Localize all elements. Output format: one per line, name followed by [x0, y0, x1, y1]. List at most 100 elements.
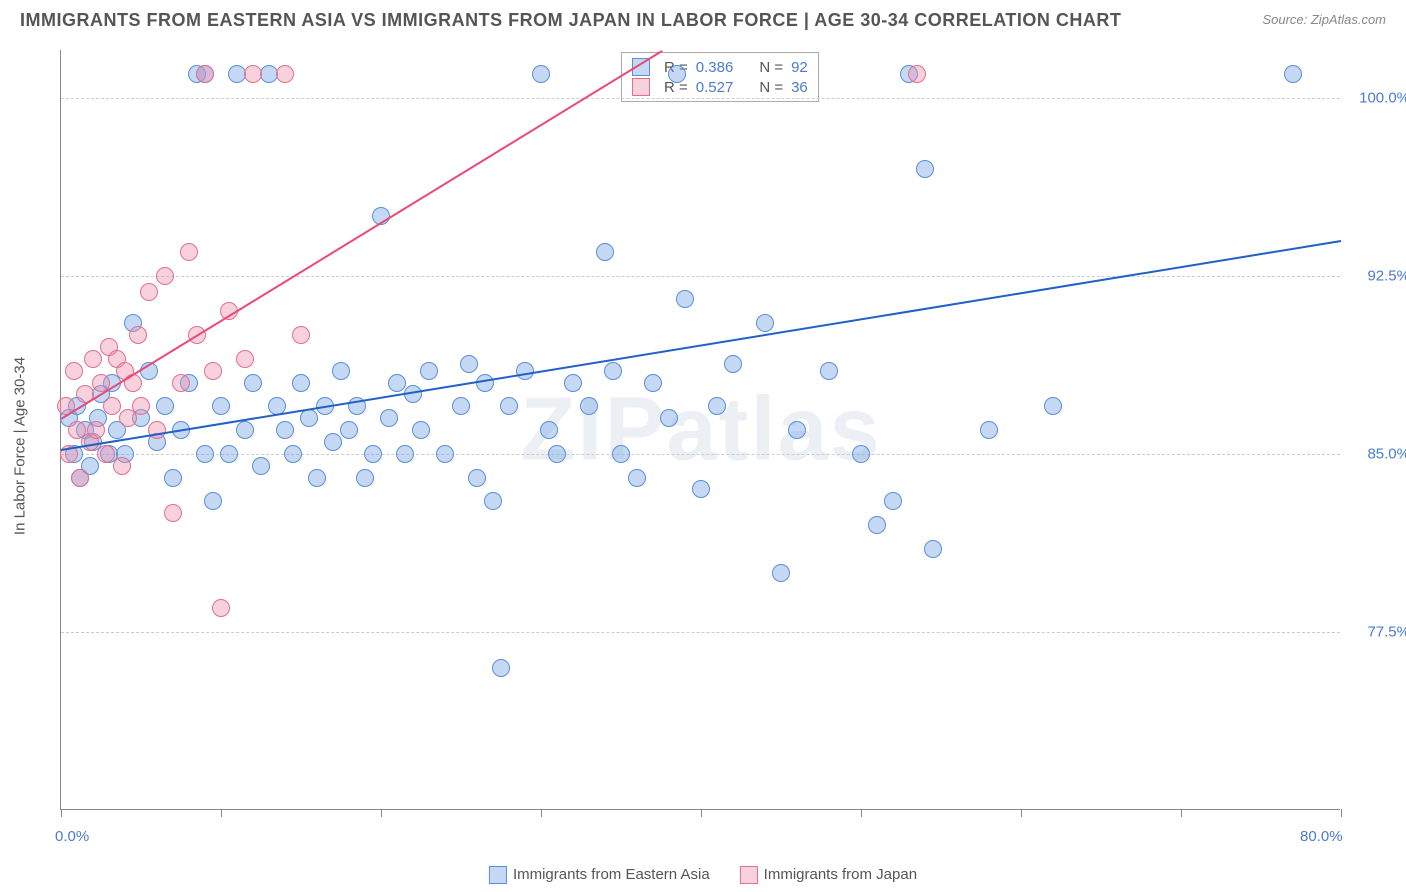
data-point	[84, 350, 102, 368]
source-label: Source: ZipAtlas.com	[1262, 12, 1386, 27]
data-point	[204, 362, 222, 380]
data-point	[324, 433, 342, 451]
data-point	[644, 374, 662, 392]
data-point	[468, 469, 486, 487]
legend-item: Immigrants from Japan	[740, 866, 917, 884]
x-tick	[221, 809, 222, 817]
data-point	[196, 445, 214, 463]
data-point	[388, 374, 406, 392]
data-point	[852, 445, 870, 463]
stats-row: R = 0.386N = 92	[632, 57, 808, 77]
data-point	[204, 492, 222, 510]
data-point	[212, 599, 230, 617]
y-tick-label: 77.5%	[1350, 623, 1406, 640]
stats-r-value: 0.527	[696, 79, 734, 96]
stats-n-label: N =	[759, 79, 783, 96]
data-point	[308, 469, 326, 487]
data-point	[276, 65, 294, 83]
chart-area: ZIPatlas R = 0.386N = 92R = 0.527N = 36 …	[60, 50, 1370, 830]
data-point	[452, 397, 470, 415]
gridline	[61, 276, 1340, 277]
data-point	[180, 243, 198, 261]
stats-r-value: 0.386	[696, 59, 734, 76]
data-point	[564, 374, 582, 392]
data-point	[132, 397, 150, 415]
data-point	[87, 421, 105, 439]
data-point	[244, 374, 262, 392]
y-tick-label: 92.5%	[1350, 267, 1406, 284]
data-point	[196, 65, 214, 83]
watermark: ZIPatlas	[520, 379, 881, 482]
x-tick	[381, 809, 382, 817]
data-point	[580, 397, 598, 415]
x-tick	[1021, 809, 1022, 817]
data-point	[724, 355, 742, 373]
data-point	[756, 314, 774, 332]
data-point	[212, 397, 230, 415]
data-point	[500, 397, 518, 415]
data-point	[156, 397, 174, 415]
data-point	[596, 243, 614, 261]
stats-n-value: 92	[791, 59, 808, 76]
y-axis-label: In Labor Force | Age 30-34	[12, 357, 29, 535]
chart-title: IMMIGRANTS FROM EASTERN ASIA VS IMMIGRAN…	[20, 10, 1121, 31]
x-tick	[701, 809, 702, 817]
data-point	[492, 659, 510, 677]
legend-label: Immigrants from Japan	[764, 866, 917, 883]
y-tick-label: 85.0%	[1350, 445, 1406, 462]
x-tick	[61, 809, 62, 817]
data-point	[884, 492, 902, 510]
x-min-label: 0.0%	[55, 828, 89, 845]
stats-legend-box: R = 0.386N = 92R = 0.527N = 36	[621, 52, 819, 102]
data-point	[236, 421, 254, 439]
data-point	[660, 409, 678, 427]
data-point	[1284, 65, 1302, 83]
data-point	[172, 374, 190, 392]
data-point	[628, 469, 646, 487]
gridline	[61, 454, 1340, 455]
data-point	[340, 421, 358, 439]
data-point	[516, 362, 534, 380]
data-point	[532, 65, 550, 83]
data-point	[868, 516, 886, 534]
x-tick	[541, 809, 542, 817]
data-point	[103, 397, 121, 415]
data-point	[412, 421, 430, 439]
data-point	[300, 409, 318, 427]
data-point	[676, 290, 694, 308]
data-point	[612, 445, 630, 463]
data-point	[604, 362, 622, 380]
data-point	[292, 374, 310, 392]
legend-swatch	[632, 78, 650, 96]
data-point	[284, 445, 302, 463]
data-point	[244, 65, 262, 83]
data-point	[396, 445, 414, 463]
data-point	[668, 65, 686, 83]
data-point	[924, 540, 942, 558]
data-point	[71, 469, 89, 487]
data-point	[908, 65, 926, 83]
stats-n-label: N =	[759, 59, 783, 76]
data-point	[236, 350, 254, 368]
data-point	[436, 445, 454, 463]
data-point	[129, 326, 147, 344]
data-point	[484, 492, 502, 510]
legend-item: Immigrants from Eastern Asia	[489, 866, 710, 884]
data-point	[708, 397, 726, 415]
data-point	[788, 421, 806, 439]
data-point	[252, 457, 270, 475]
data-point	[1044, 397, 1062, 415]
data-point	[548, 445, 566, 463]
y-tick-label: 100.0%	[1350, 89, 1406, 106]
x-tick	[1181, 809, 1182, 817]
legend-swatch	[740, 866, 758, 884]
x-tick	[861, 809, 862, 817]
data-point	[772, 564, 790, 582]
data-point	[420, 362, 438, 380]
bottom-legend: Immigrants from Eastern Asia Immigrants f…	[489, 866, 917, 884]
data-point	[156, 267, 174, 285]
plot-area: ZIPatlas R = 0.386N = 92R = 0.527N = 36 …	[60, 50, 1340, 810]
data-point	[364, 445, 382, 463]
data-point	[164, 504, 182, 522]
data-point	[380, 409, 398, 427]
